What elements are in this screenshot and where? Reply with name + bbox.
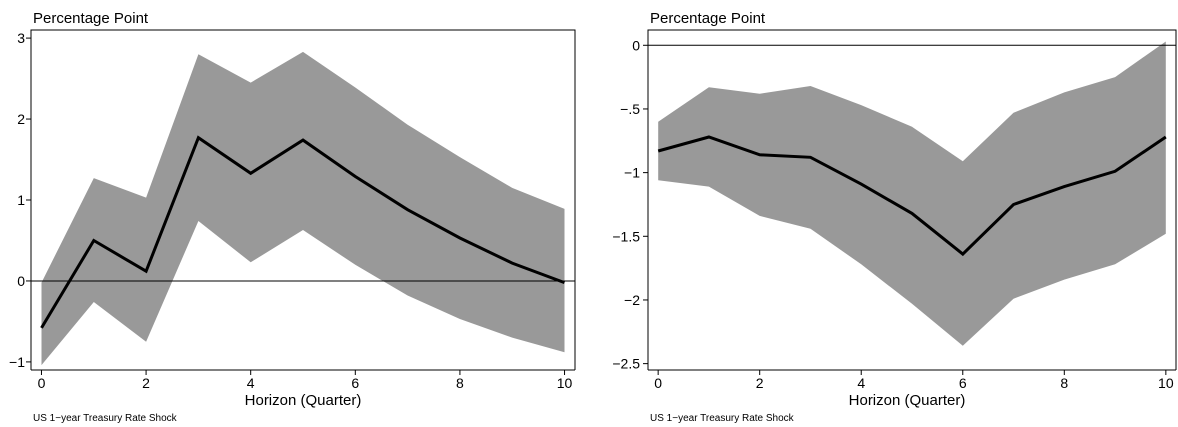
right-y-tick-label: −1.5 [612, 228, 640, 244]
left-unit-label: Percentage Point [33, 10, 149, 27]
right-chart-panel: 0 −.5 −1 −1.5 −2 −2.5 0 2 4 6 8 10 Percentage Point H… [612, 10, 1177, 424]
right-x-tick-label: 10 [1158, 375, 1174, 391]
right-x-tick-label: 8 [1060, 375, 1068, 391]
left-x-tick-label: 4 [247, 375, 255, 391]
right-y-tick-label: 0 [632, 37, 640, 53]
left-y-tick-label: 3 [17, 30, 25, 46]
right-plot-frame [647, 29, 1177, 370]
left-x-tick-label: 0 [38, 375, 46, 391]
right-x-axis-title: Horizon (Quarter) [849, 392, 966, 409]
left-estimate-line [40, 135, 566, 329]
left-x-tick-label: 2 [142, 375, 150, 391]
left-shock-note: US 1−year Treasury Rate Shock [33, 413, 178, 424]
left-x-axis-title: Horizon (Quarter) [245, 392, 362, 409]
right-estimate-line [657, 135, 1167, 257]
left-x-tick-label: 8 [456, 375, 464, 391]
left-y-tick-label: 2 [17, 111, 25, 127]
right-x-tick-label: 2 [756, 375, 764, 391]
right-shock-note: US 1−year Treasury Rate Shock [650, 413, 795, 424]
right-y-tick-label: −2 [624, 292, 640, 308]
left-confidence-band [41, 51, 565, 366]
right-x-tick-label: 6 [959, 375, 967, 391]
right-confidence-band [658, 41, 1166, 346]
left-chart-panel: −1 0 1 2 3 0 2 4 6 8 10 Percentage Point Horizon (Qu… [9, 10, 576, 424]
left-y-tick-label: 1 [17, 192, 25, 208]
left-x-tick-label: 10 [557, 375, 573, 391]
left-x-tick-label: 6 [351, 375, 359, 391]
left-y-tick-label: −1 [9, 354, 25, 370]
right-x-tick-label: 4 [857, 375, 865, 391]
right-y-tick-label: −2.5 [612, 356, 640, 372]
right-x-tick-label: 0 [654, 375, 662, 391]
right-unit-label: Percentage Point [650, 10, 766, 27]
left-y-tick-label: 0 [17, 273, 25, 289]
right-y-tick-label: −1 [624, 165, 640, 181]
right-y-tick-label: −.5 [620, 101, 640, 117]
